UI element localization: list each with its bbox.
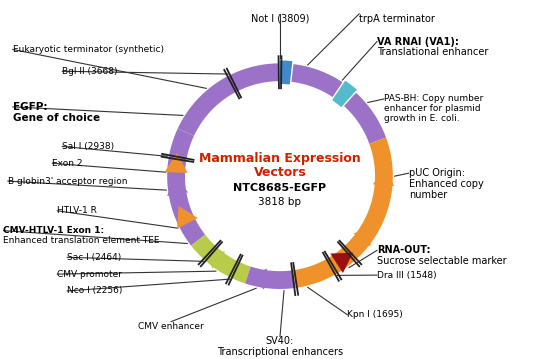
- Text: Eukaryotic terminator (synthetic): Eukaryotic terminator (synthetic): [13, 45, 164, 54]
- Text: CMV enhancer: CMV enhancer: [138, 322, 204, 331]
- Text: Enhanced copy: Enhanced copy: [409, 179, 483, 189]
- Polygon shape: [167, 177, 188, 196]
- Text: HTLV-1 R: HTLV-1 R: [57, 206, 97, 215]
- Text: Gene of choice: Gene of choice: [13, 113, 100, 123]
- Text: 3818 bp: 3818 bp: [259, 197, 301, 207]
- Text: trpA terminator: trpA terminator: [359, 14, 435, 24]
- Text: Not I (3809): Not I (3809): [251, 14, 309, 24]
- Text: RNA-OUT:: RNA-OUT:: [377, 245, 431, 255]
- Text: SV40:: SV40:: [266, 336, 294, 346]
- Text: VA RNAI (VA1):: VA RNAI (VA1):: [377, 37, 459, 47]
- Polygon shape: [279, 60, 293, 85]
- Text: Translational enhancer: Translational enhancer: [377, 47, 488, 57]
- Polygon shape: [204, 250, 225, 269]
- Polygon shape: [293, 137, 393, 288]
- Polygon shape: [283, 62, 301, 83]
- Polygon shape: [191, 235, 251, 284]
- Text: PAS-BH: Copy number: PAS-BH: Copy number: [384, 94, 483, 103]
- Polygon shape: [330, 253, 353, 273]
- Text: Transcriptional enhancers: Transcriptional enhancers: [217, 347, 343, 357]
- Polygon shape: [245, 266, 296, 289]
- Text: Sucrose selectable marker: Sucrose selectable marker: [377, 256, 507, 266]
- Text: Kpn I (1695): Kpn I (1695): [347, 310, 403, 319]
- Polygon shape: [165, 153, 188, 173]
- Text: NTC8685-EGFP: NTC8685-EGFP: [234, 183, 326, 193]
- Text: Exon 2: Exon 2: [53, 159, 83, 168]
- Polygon shape: [373, 167, 394, 186]
- Polygon shape: [353, 226, 373, 247]
- Text: number: number: [409, 190, 447, 200]
- Text: Sac I (2464): Sac I (2464): [67, 253, 122, 262]
- Text: Sal I (2938): Sal I (2938): [62, 142, 114, 151]
- Polygon shape: [167, 129, 205, 246]
- Text: Mammalian Expression: Mammalian Expression: [199, 152, 361, 165]
- Text: Bgl II (3668): Bgl II (3668): [62, 67, 118, 76]
- Text: CMV promoter: CMV promoter: [57, 270, 122, 279]
- Text: Enhanced translation element TEE: Enhanced translation element TEE: [3, 236, 160, 245]
- Text: enhancer for plasmid: enhancer for plasmid: [384, 104, 480, 113]
- Text: growth in E. coli.: growth in E. coli.: [384, 115, 460, 123]
- Text: CMV-HTLV-1 Exon 1:: CMV-HTLV-1 Exon 1:: [3, 226, 104, 235]
- Polygon shape: [248, 269, 267, 290]
- Polygon shape: [178, 63, 386, 144]
- Text: Nco I (2256): Nco I (2256): [67, 286, 123, 295]
- Text: Vectors: Vectors: [254, 166, 306, 179]
- Polygon shape: [177, 206, 198, 229]
- Text: EGFP:: EGFP:: [13, 102, 47, 112]
- Text: Dra III (1548): Dra III (1548): [377, 271, 437, 280]
- Text: B globin3' acceptor region: B globin3' acceptor region: [8, 177, 127, 186]
- Text: pUC Origin:: pUC Origin:: [409, 168, 465, 178]
- Polygon shape: [331, 80, 358, 108]
